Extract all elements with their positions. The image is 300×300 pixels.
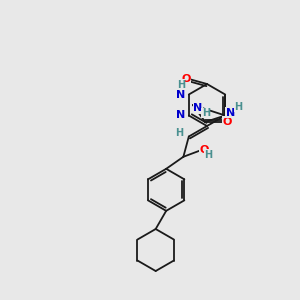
Text: N: N — [176, 89, 185, 100]
Text: H: H — [177, 80, 185, 89]
Text: N: N — [193, 103, 203, 113]
Text: N: N — [176, 110, 185, 121]
Text: H: H — [234, 101, 242, 112]
Text: H: H — [175, 128, 183, 137]
Text: N: N — [226, 107, 235, 118]
Text: O: O — [181, 74, 191, 84]
Text: O: O — [200, 145, 209, 155]
Text: O: O — [223, 117, 232, 127]
Text: H: H — [202, 108, 210, 118]
Text: H: H — [204, 150, 212, 160]
